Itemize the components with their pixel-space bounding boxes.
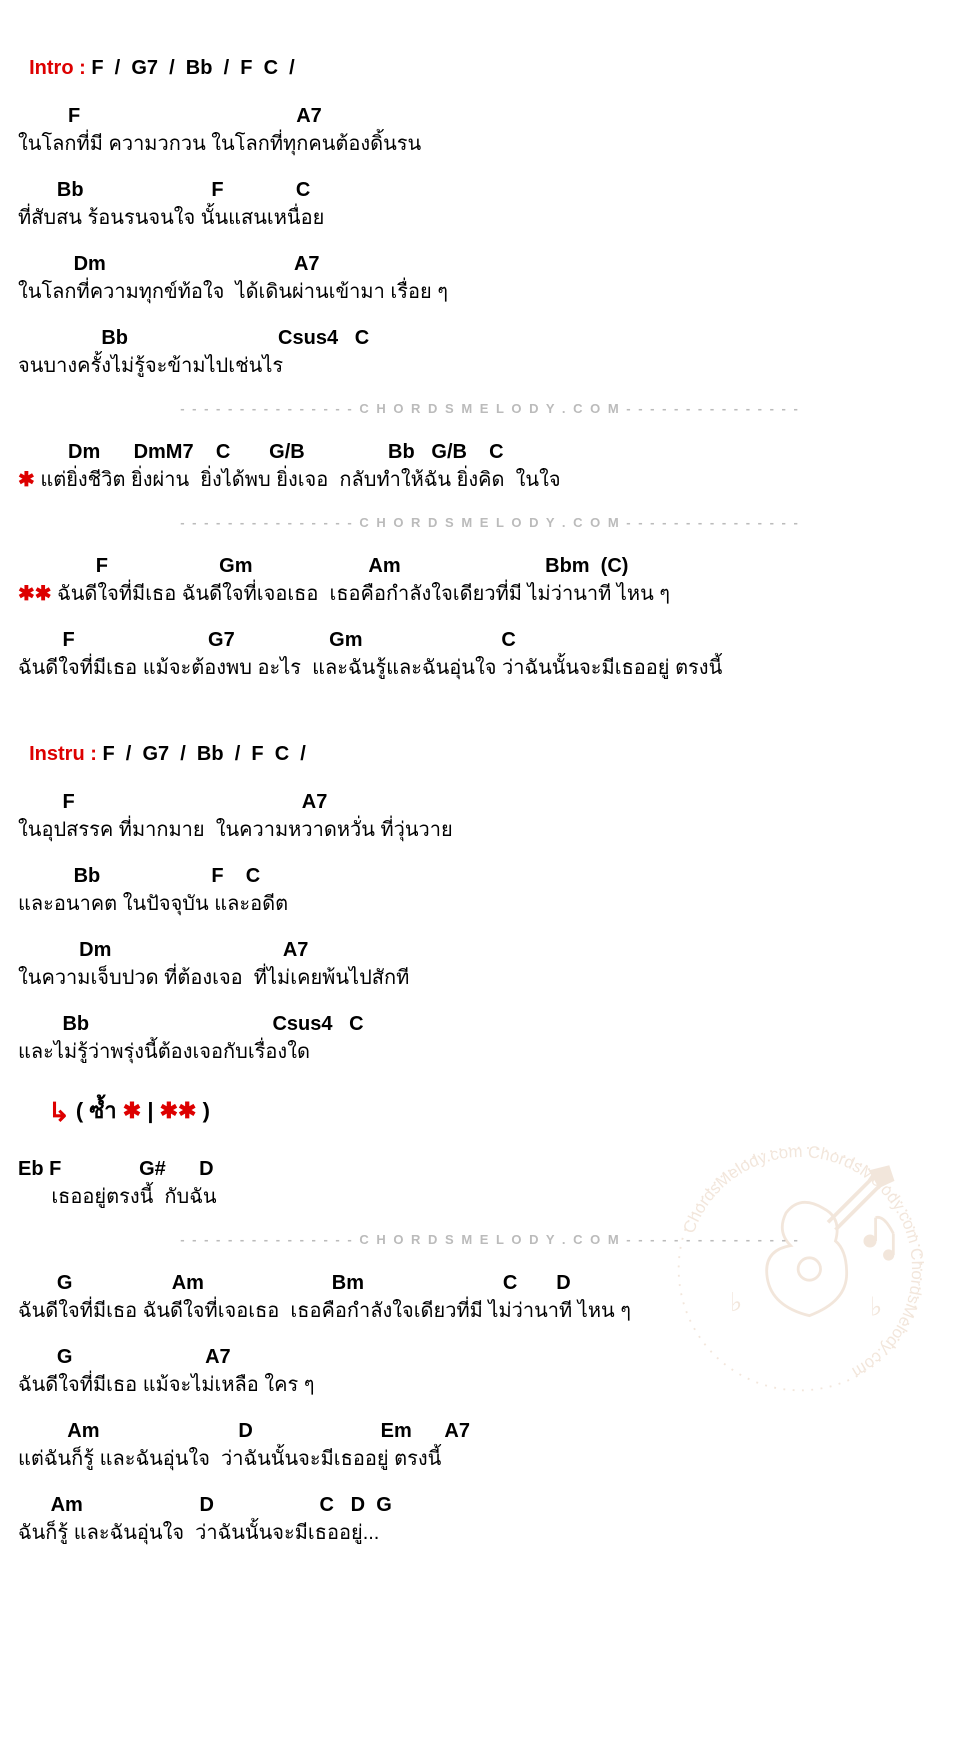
- instru-line: Instru : F / G7 / Bb / F C /: [18, 712, 962, 768]
- chord-row: Am D C D G: [18, 1491, 962, 1519]
- lyric-row: ในอุปสรรค ที่มากมาย ในความหวาดหวั่น ที่ว…: [18, 816, 962, 844]
- intro-chords: F / G7 / Bb / F C /: [91, 57, 294, 79]
- chord-row: G A7: [18, 1343, 962, 1371]
- star-marker: ✱: [123, 1098, 141, 1123]
- chord-row: F A7: [18, 102, 962, 130]
- lyric-row: แต่ฉันก็รู้ และฉันอุ่นใจ ว่าฉันนั้นจะมีเ…: [18, 1445, 962, 1473]
- repeat-instruction: ↳ ( ซ้ำ ✱ | ✱✱ ): [48, 1094, 962, 1130]
- lyric-row: ฉันก็รู้ และฉันอุ่นใจ ว่าฉันนั้นจะมีเธออ…: [18, 1519, 962, 1547]
- chord-row: F A7: [18, 788, 962, 816]
- lyric-row: จนบางครั้งไม่รู้จะข้ามไปเช่นไร: [18, 352, 962, 380]
- lyric-row: ในโลกที่มี ความวกวน ในโลกที่ทุกคนต้องดิ้…: [18, 130, 962, 158]
- star-marker: ✱✱: [18, 583, 52, 605]
- chord-row: Dm A7: [18, 250, 962, 278]
- lyric-row: และไม่รู้ว่าพรุ่งนี้ต้องเจอกับเรื่องใด: [18, 1038, 962, 1066]
- section-divider: - - - - - - - - - - - - - - - C H O R D …: [18, 1231, 962, 1249]
- lyric-row: ✱✱ ฉันดีใจที่มีเธอ ฉันดีใจที่เจอเธอ เธอค…: [18, 580, 962, 608]
- repeat-arrow-icon: ↳: [48, 1094, 70, 1130]
- repeat-pipe: |: [141, 1098, 159, 1123]
- instru-chords: F / G7 / Bb / F C /: [102, 743, 305, 765]
- chord-row: Bb F C: [18, 176, 962, 204]
- chord-row: Bb Csus4 C: [18, 324, 962, 352]
- section-divider: - - - - - - - - - - - - - - - C H O R D …: [18, 400, 962, 418]
- chord-row: F G7 Gm C: [18, 626, 962, 654]
- chord-row: Am D Em A7: [18, 1417, 962, 1445]
- lyric-row: ✱ แต่ยิ่งชีวิต ยิ่งผ่าน ยิ่งได้พบ ยิ่งเจ…: [18, 466, 962, 494]
- lyric-row: ในโลกที่ความทุกข์ท้อใจ ได้เดินผ่านเข้ามา…: [18, 278, 962, 306]
- star-marker: ✱✱: [160, 1098, 197, 1123]
- chord-row: G Am Bm C D: [18, 1269, 962, 1297]
- lyric-row: เธออยู่ตรงนี้ กับฉัน: [18, 1183, 962, 1211]
- lyric-row: ในความเจ็บปวด ที่ต้องเจอ ที่ไม่เคยพ้นไปส…: [18, 964, 962, 992]
- lyric-row: ที่สับสน ร้อนรนจนใจ นั้นแสนเหนื่อย: [18, 204, 962, 232]
- star-marker: ✱: [18, 469, 35, 491]
- lyric-row: ฉันดีใจที่มีเธอ ฉันดีใจที่เจอเธอ เธอคือก…: [18, 1297, 962, 1325]
- instru-label: Instru :: [29, 743, 102, 765]
- lyric-row: และอนาคต ในปัจจุบัน และอดีต: [18, 890, 962, 918]
- repeat-close: ): [196, 1098, 209, 1123]
- chord-row: Bb F C: [18, 862, 962, 890]
- intro-label: Intro :: [29, 57, 91, 79]
- chord-row: F Gm Am Bbm (C): [18, 552, 962, 580]
- chord-row: Bb Csus4 C: [18, 1010, 962, 1038]
- repeat-open: ( ซ้ำ: [76, 1098, 123, 1123]
- intro-line: Intro : F / G7 / Bb / F C /: [18, 26, 962, 82]
- pre-lyric: แต่ยิ่งชีวิต ยิ่งผ่าน ยิ่งได้พบ ยิ่งเจอ …: [35, 469, 561, 491]
- chord-row: Dm DmM7 C G/B Bb G/B C: [18, 438, 962, 466]
- chorus-lyric: ฉันดีใจที่มีเธอ ฉันดีใจที่เจอเธอ เธอคือก…: [52, 583, 671, 605]
- lyric-row: ฉันดีใจที่มีเธอ แม้จะต้องพบ อะไร และฉันร…: [18, 654, 962, 682]
- section-divider: - - - - - - - - - - - - - - - C H O R D …: [18, 514, 962, 532]
- chord-row: Eb F G# D: [18, 1155, 962, 1183]
- chord-row: Dm A7: [18, 936, 962, 964]
- lyric-row: ฉันดีใจที่มีเธอ แม้จะไม่เหลือ ใคร ๆ: [18, 1371, 962, 1399]
